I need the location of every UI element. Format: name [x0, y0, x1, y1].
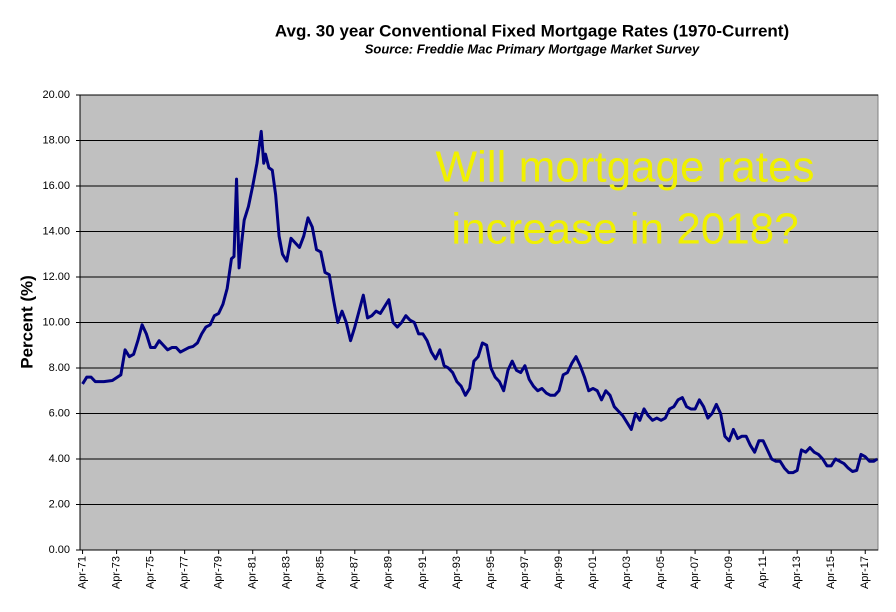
- x-tick-label: Apr-89: [383, 556, 395, 589]
- x-tick-label: Apr-83: [281, 556, 293, 589]
- x-tick-label: Apr-75: [145, 556, 157, 589]
- x-tick-label: Apr-13: [791, 556, 803, 589]
- y-tick-label: 10.00: [42, 316, 70, 328]
- y-tick-label: 14.00: [42, 225, 70, 237]
- annotation: Will mortgage rates: [435, 143, 814, 192]
- y-tick-label: 6.00: [49, 407, 70, 419]
- y-tick-label: 20.00: [42, 89, 70, 101]
- y-tick-label: 0.00: [49, 544, 70, 556]
- x-tick-label: Apr-03: [621, 556, 633, 589]
- x-tick-label: Apr-77: [179, 556, 191, 589]
- x-tick-label: Apr-15: [825, 556, 837, 589]
- x-tick-label: Apr-11: [757, 556, 769, 588]
- rate-line: [81, 129, 878, 475]
- annotation: increase in 2018?: [451, 205, 798, 254]
- x-tick-label: Apr-87: [349, 556, 361, 589]
- x-tick-label: Apr-73: [110, 556, 122, 589]
- y-tick-label: 4.00: [49, 453, 70, 465]
- x-tick-label: Apr-93: [451, 556, 463, 589]
- x-tick-label: Apr-05: [655, 556, 667, 589]
- x-tick-label: Apr-97: [519, 556, 531, 589]
- chart-subtitle: Source: Freddie Mac Primary Mortgage Mar…: [365, 41, 700, 56]
- x-tick-label: Apr-79: [213, 556, 225, 589]
- y-tick-label: 2.00: [49, 498, 70, 510]
- x-tick-label: Apr-01: [587, 556, 599, 589]
- x-tick-label: Apr-99: [553, 556, 565, 589]
- y-tick-label: 16.00: [42, 180, 70, 192]
- y-tick-label: 12.00: [42, 271, 70, 283]
- x-tick-label: Apr-81: [247, 556, 259, 589]
- y-axis-label: Percent (%): [17, 275, 36, 369]
- y-tick-label: 18.00: [42, 134, 70, 146]
- x-tick-label: Apr-91: [417, 556, 429, 589]
- x-tick-label: Apr-95: [485, 556, 497, 589]
- x-tick-label: Apr-71: [76, 556, 88, 589]
- x-tick-label: Apr-09: [723, 556, 735, 589]
- x-tick-label: Apr-85: [315, 556, 327, 589]
- x-tick-label: Apr-17: [859, 556, 871, 589]
- y-tick-label: 8.00: [49, 362, 70, 374]
- chart-title: Avg. 30 year Conventional Fixed Mortgage…: [275, 21, 789, 40]
- x-tick-label: Apr-07: [689, 556, 701, 589]
